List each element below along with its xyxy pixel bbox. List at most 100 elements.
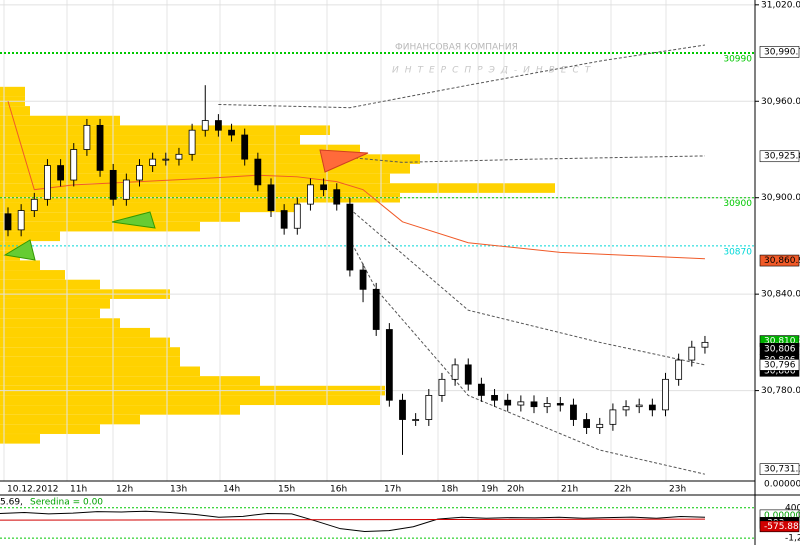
volume-bar: [0, 376, 260, 386]
candle-body: [477, 383, 485, 396]
candle-body: [491, 395, 498, 401]
candle-body: [543, 403, 551, 408]
volume-bar: [0, 405, 240, 415]
volume-bar: [0, 366, 200, 377]
candle-body: [122, 179, 130, 200]
candle-body: [320, 184, 328, 191]
candle-body: [451, 364, 459, 380]
price-tag-label: 0.00000: [764, 511, 800, 521]
volume-bar: [0, 395, 380, 406]
volume-bar: [0, 279, 100, 290]
candle-body: [504, 399, 512, 406]
candle-body: [30, 198, 38, 211]
candle-body: [425, 395, 433, 420]
volume-axis-label: 0.00000: [764, 480, 800, 490]
volume-bar: [0, 270, 65, 280]
volume-bar: [0, 135, 300, 145]
candle-body: [96, 124, 104, 171]
candle-body: [517, 401, 525, 406]
candle-body: [688, 346, 696, 361]
candle-body: [648, 404, 656, 411]
candle-body: [307, 184, 314, 205]
candle-body: [83, 124, 91, 150]
candle-body: [556, 403, 564, 406]
y-tick-label: 30,840.0: [761, 290, 800, 300]
x-tick-label: 15h: [278, 485, 295, 495]
candle-body: [438, 378, 446, 396]
y-tick-label: 30,960.0: [761, 97, 800, 107]
candle-body: [109, 169, 117, 200]
price-tag-label: -575.889: [764, 522, 800, 532]
candle-body: [70, 149, 78, 181]
candle-body: [662, 378, 669, 411]
candle-body: [254, 158, 262, 186]
series-line: [349, 208, 706, 366]
candle-body: [241, 134, 249, 160]
candle-body: [399, 399, 406, 420]
x-tick-label: 19h: [481, 485, 498, 495]
watermark-line: ФИНАНСОВАЯ КОМПАНИЯ: [395, 43, 518, 53]
main-panel: 10.12.2012 11h 12h 13h 14h 15h 16h 17h 18h 19h 20h…: [0, 0, 800, 495]
candle-body: [333, 189, 341, 205]
price-tag: [759, 463, 800, 475]
volume-bar: [0, 202, 300, 213]
level-label: 30990: [723, 55, 752, 65]
price-tag: [759, 254, 800, 267]
candle-body: [17, 210, 25, 231]
series-line: [0, 510, 706, 533]
price-tag-label: 30,806: [764, 366, 796, 376]
candle-body: [635, 404, 643, 408]
volume-bar: [0, 106, 30, 116]
arrow-marker: [3, 239, 36, 261]
x-tick-label: 10.12.2012: [7, 485, 59, 495]
candle-body: [596, 423, 604, 428]
price-tag-label: 30,810.8: [764, 337, 800, 347]
candle-body: [385, 329, 393, 401]
candle-body: [372, 288, 380, 330]
volume-bar: [0, 356, 180, 367]
candle-body: [136, 165, 143, 181]
candle-body: [44, 165, 51, 200]
candle-body: [346, 203, 354, 271]
volume-bar: [0, 144, 360, 155]
candle-body: [609, 409, 617, 425]
x-tick-label: 20h: [507, 485, 524, 495]
candle-body: [214, 120, 222, 131]
price-tag: [759, 150, 800, 163]
candle-body: [675, 359, 683, 380]
volume-bar: [0, 298, 110, 309]
x-tick-label: 22h: [614, 485, 631, 495]
series-line: [0, 518, 706, 521]
candle-body: [175, 153, 183, 160]
price-tag-label: 30,925.8: [764, 152, 800, 162]
volume-bar: [0, 327, 150, 338]
candle-body: [359, 269, 367, 290]
series-line: [349, 155, 705, 163]
arrow-marker: [111, 211, 156, 229]
candle-body: [293, 203, 301, 229]
candle-body: [622, 406, 630, 411]
volume-bar: [0, 221, 200, 232]
candle-body: [701, 341, 709, 348]
x-tick-label: 16h: [330, 485, 347, 495]
y-tick-label: 30,900.0: [761, 193, 800, 203]
candle-body: [4, 213, 12, 231]
volume-bar: [0, 231, 60, 242]
price-tag-label: 30,796: [764, 360, 796, 370]
candle-body: [570, 404, 577, 420]
volume-bar: [0, 424, 100, 434]
x-tick-label: 11h: [70, 485, 87, 495]
candle-body: [464, 364, 472, 385]
candle-body: [57, 165, 64, 181]
series-line: [349, 239, 706, 475]
candle-body: [280, 210, 288, 229]
indicator-legend: Seredina = 0.00: [30, 498, 103, 508]
price-tag: [759, 520, 800, 533]
volume-bar: [0, 318, 120, 328]
candle-body: [412, 419, 420, 421]
volume-bar: [0, 154, 420, 164]
x-tick-label: 23h: [669, 485, 686, 495]
volume-bar: [0, 173, 390, 184]
volume-bar: [0, 434, 40, 444]
